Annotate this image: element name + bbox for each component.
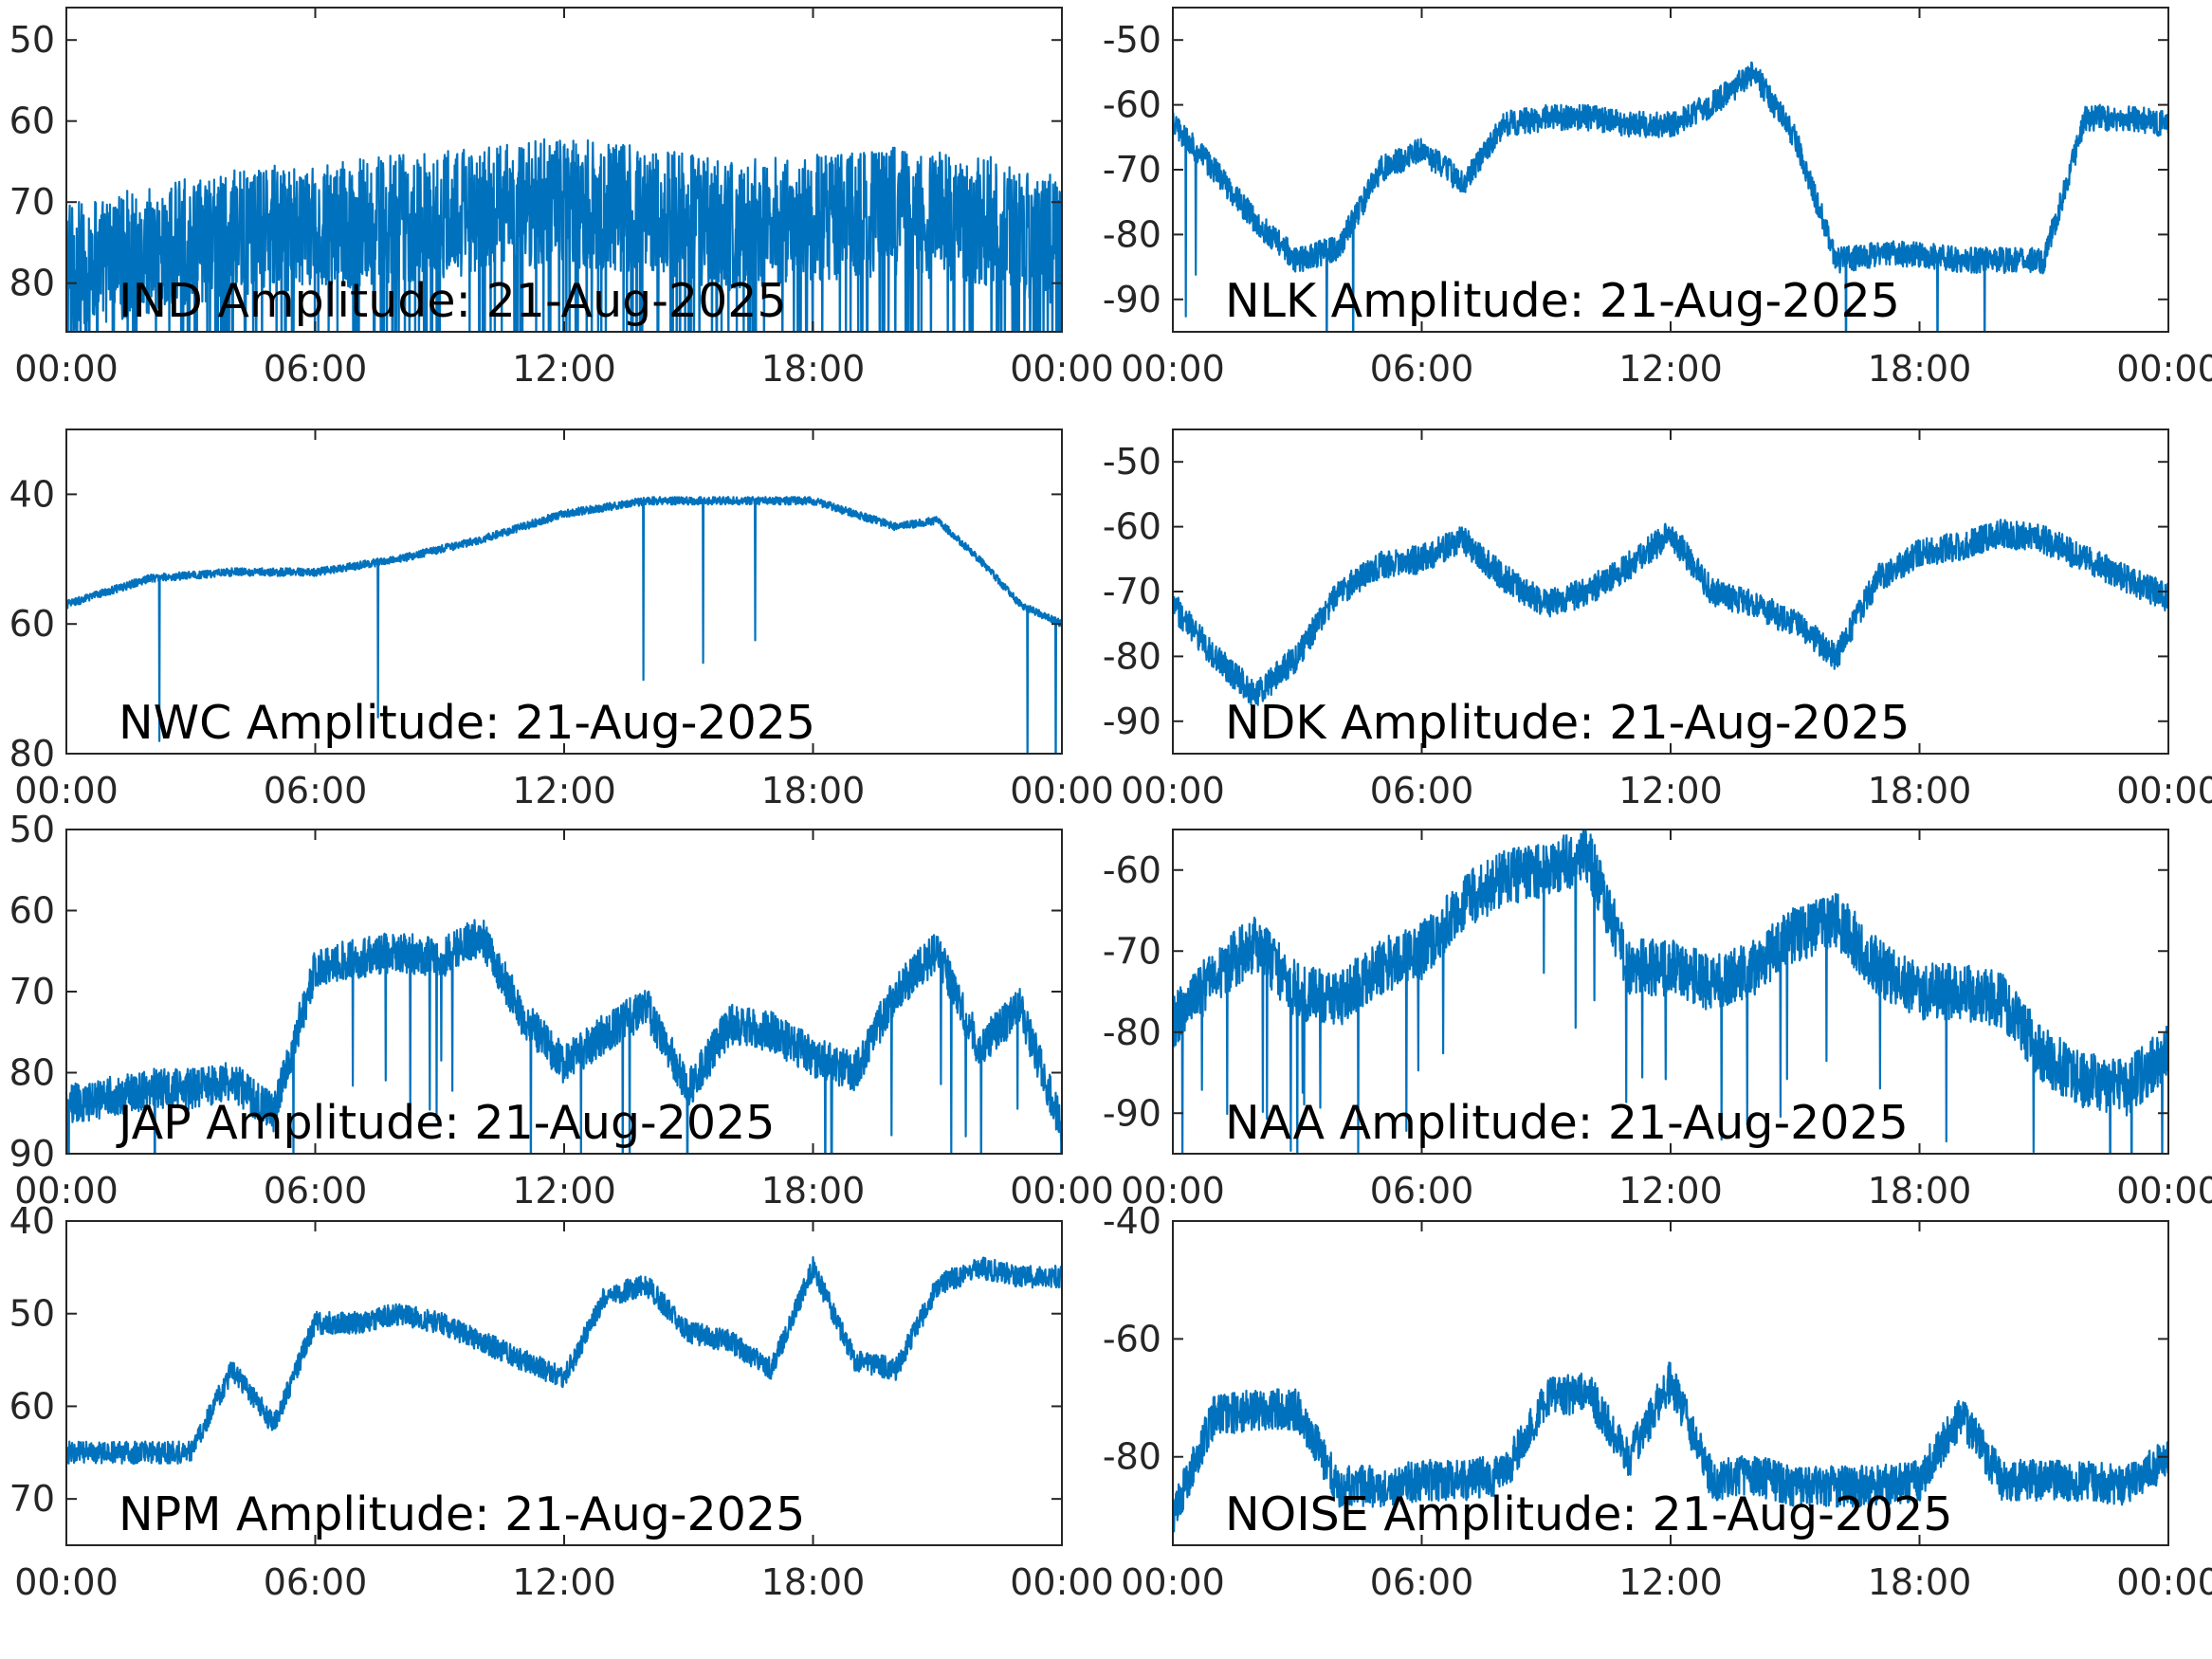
y-tick-label: -60 [1103, 849, 1161, 891]
y-tick-label: 80 [9, 1052, 55, 1094]
series-line [66, 1256, 1062, 1465]
x-tick-label: 00:00 [1121, 770, 1225, 811]
y-tick-label: 60 [9, 100, 55, 142]
x-tick-label: 18:00 [761, 1170, 866, 1212]
x-tick-label: 12:00 [1618, 1170, 1723, 1212]
panel-title: NPM Amplitude: 21-Aug-2025 [119, 1487, 805, 1541]
panel-0: 00:00 06:00 12:00 18:00 00:00 50 60 70 80 IND Amp… [9, 7, 1114, 390]
x-tick-label: 00:00 [2116, 1561, 2212, 1603]
y-tick-label: 80 [9, 733, 55, 775]
x-tick-label: 00:00 [1010, 770, 1114, 811]
x-tick-label: 12:00 [1618, 348, 1723, 390]
y-tick-label: 80 [9, 263, 55, 304]
y-tick-label: 50 [9, 1293, 55, 1335]
series-line [1173, 830, 2168, 1154]
x-tick-label: 00:00 [1121, 1561, 1225, 1603]
series-line [66, 919, 1062, 1154]
y-tick-label: -80 [1103, 1012, 1161, 1053]
x-tick-label: 18:00 [1868, 770, 1972, 811]
x-tick-label: 18:00 [761, 770, 866, 811]
x-tick-label: 12:00 [512, 348, 616, 390]
x-tick-label: 00:00 [14, 770, 119, 811]
x-tick-label: 00:00 [14, 1561, 119, 1603]
y-tick-label: -50 [1103, 441, 1161, 483]
x-tick-label: 06:00 [264, 348, 368, 390]
y-tick-label: -60 [1103, 84, 1161, 126]
y-tick-label: 90 [9, 1133, 55, 1175]
series-line [66, 137, 1062, 332]
panel-title: JAP Amplitude: 21-Aug-2025 [116, 1096, 775, 1150]
panel-2: 00:00 06:00 12:00 18:00 00:00 40 60 80 NWC Ampli… [9, 428, 1114, 811]
x-tick-label: 12:00 [1618, 1561, 1723, 1603]
panel-title: NAA Amplitude: 21-Aug-2025 [1225, 1096, 1909, 1150]
series-line [1173, 1361, 2168, 1533]
panel-5: 00:00 06:00 12:00 18:00 00:00 -60 -70 -80 -90 NAA… [1103, 829, 2212, 1212]
x-tick-label: 18:00 [1868, 1170, 1972, 1212]
x-tick-label: 12:00 [512, 770, 616, 811]
x-tick-label: 12:00 [1618, 770, 1723, 811]
y-tick-label: -60 [1103, 506, 1161, 548]
panel-3: 00:00 06:00 12:00 18:00 00:00 -50 -60 -70 -80 -90… [1103, 428, 2212, 811]
y-tick-label: 60 [9, 603, 55, 645]
x-tick-label: 06:00 [264, 770, 368, 811]
panel-title: IND Amplitude: 21-Aug-2025 [119, 274, 787, 328]
panel-title: NLK Amplitude: 21-Aug-2025 [1225, 274, 1900, 328]
panel-title: NOISE Amplitude: 21-Aug-2025 [1225, 1487, 1953, 1541]
x-tick-label: 00:00 [1010, 1170, 1114, 1212]
x-tick-label: 06:00 [1370, 348, 1474, 390]
y-tick-label: -80 [1103, 1436, 1161, 1478]
panel-1: 00:00 06:00 12:00 18:00 00:00 -50 -60 -70 -80 -90… [1103, 7, 2212, 390]
panel-6: 00:00 06:00 12:00 18:00 00:00 40 50 60 70 NPM Amp… [9, 1200, 1114, 1603]
y-tick-label: 70 [9, 971, 55, 1012]
y-tick-label: 70 [9, 1478, 55, 1520]
x-tick-label: 00:00 [2116, 1170, 2212, 1212]
y-tick-label: 40 [9, 473, 55, 515]
y-tick-label: 50 [9, 19, 55, 61]
y-tick-label: 40 [9, 1200, 55, 1242]
x-tick-label: 12:00 [512, 1561, 616, 1603]
x-tick-label: 06:00 [264, 1170, 368, 1212]
x-tick-label: 18:00 [1868, 1561, 1972, 1603]
x-tick-label: 00:00 [1121, 1170, 1225, 1212]
panel-title: NDK Amplitude: 21-Aug-2025 [1225, 696, 1910, 750]
x-tick-label: 00:00 [14, 1170, 119, 1212]
y-tick-label: -90 [1103, 279, 1161, 320]
x-tick-label: 06:00 [1370, 1561, 1474, 1603]
y-tick-label: 60 [9, 890, 55, 932]
y-tick-label: -60 [1103, 1318, 1161, 1359]
x-tick-label: 06:00 [1370, 770, 1474, 811]
x-tick-label: 06:00 [1370, 1170, 1474, 1212]
x-tick-label: 00:00 [1010, 1561, 1114, 1603]
x-tick-label: 00:00 [14, 348, 119, 390]
y-tick-label: -50 [1103, 19, 1161, 61]
x-tick-label: 06:00 [264, 1561, 368, 1603]
y-tick-label: -80 [1103, 213, 1161, 255]
x-tick-label: 00:00 [2116, 348, 2212, 390]
y-tick-label: 50 [9, 809, 55, 850]
y-tick-label: -70 [1103, 149, 1161, 191]
series-line [1173, 61, 2168, 332]
y-tick-label: -90 [1103, 701, 1161, 742]
x-tick-label: 18:00 [761, 1561, 866, 1603]
x-tick-label: 00:00 [1010, 348, 1114, 390]
y-tick-label: -40 [1103, 1200, 1161, 1242]
y-tick-label: -90 [1103, 1092, 1161, 1134]
y-tick-label: 70 [9, 181, 55, 223]
x-tick-label: 00:00 [2116, 770, 2212, 811]
y-tick-label: -70 [1103, 571, 1161, 612]
panel-4: 00:00 06:00 12:00 18:00 00:00 50 60 70 80 90 JAP A… [9, 809, 1114, 1212]
y-tick-label: -70 [1103, 930, 1161, 972]
x-tick-label: 12:00 [512, 1170, 616, 1212]
series-line [1173, 519, 2168, 706]
x-tick-label: 18:00 [761, 348, 866, 390]
series-line [66, 496, 1062, 754]
panel-title: NWC Amplitude: 21-Aug-2025 [119, 696, 815, 750]
y-tick-label: -80 [1103, 635, 1161, 677]
y-tick-label: 60 [9, 1385, 55, 1427]
panel-7: 00:00 06:00 12:00 18:00 00:00 -40 -60 -80 NOISE … [1103, 1200, 2212, 1603]
x-tick-label: 00:00 [1121, 348, 1225, 390]
x-tick-label: 18:00 [1868, 348, 1972, 390]
